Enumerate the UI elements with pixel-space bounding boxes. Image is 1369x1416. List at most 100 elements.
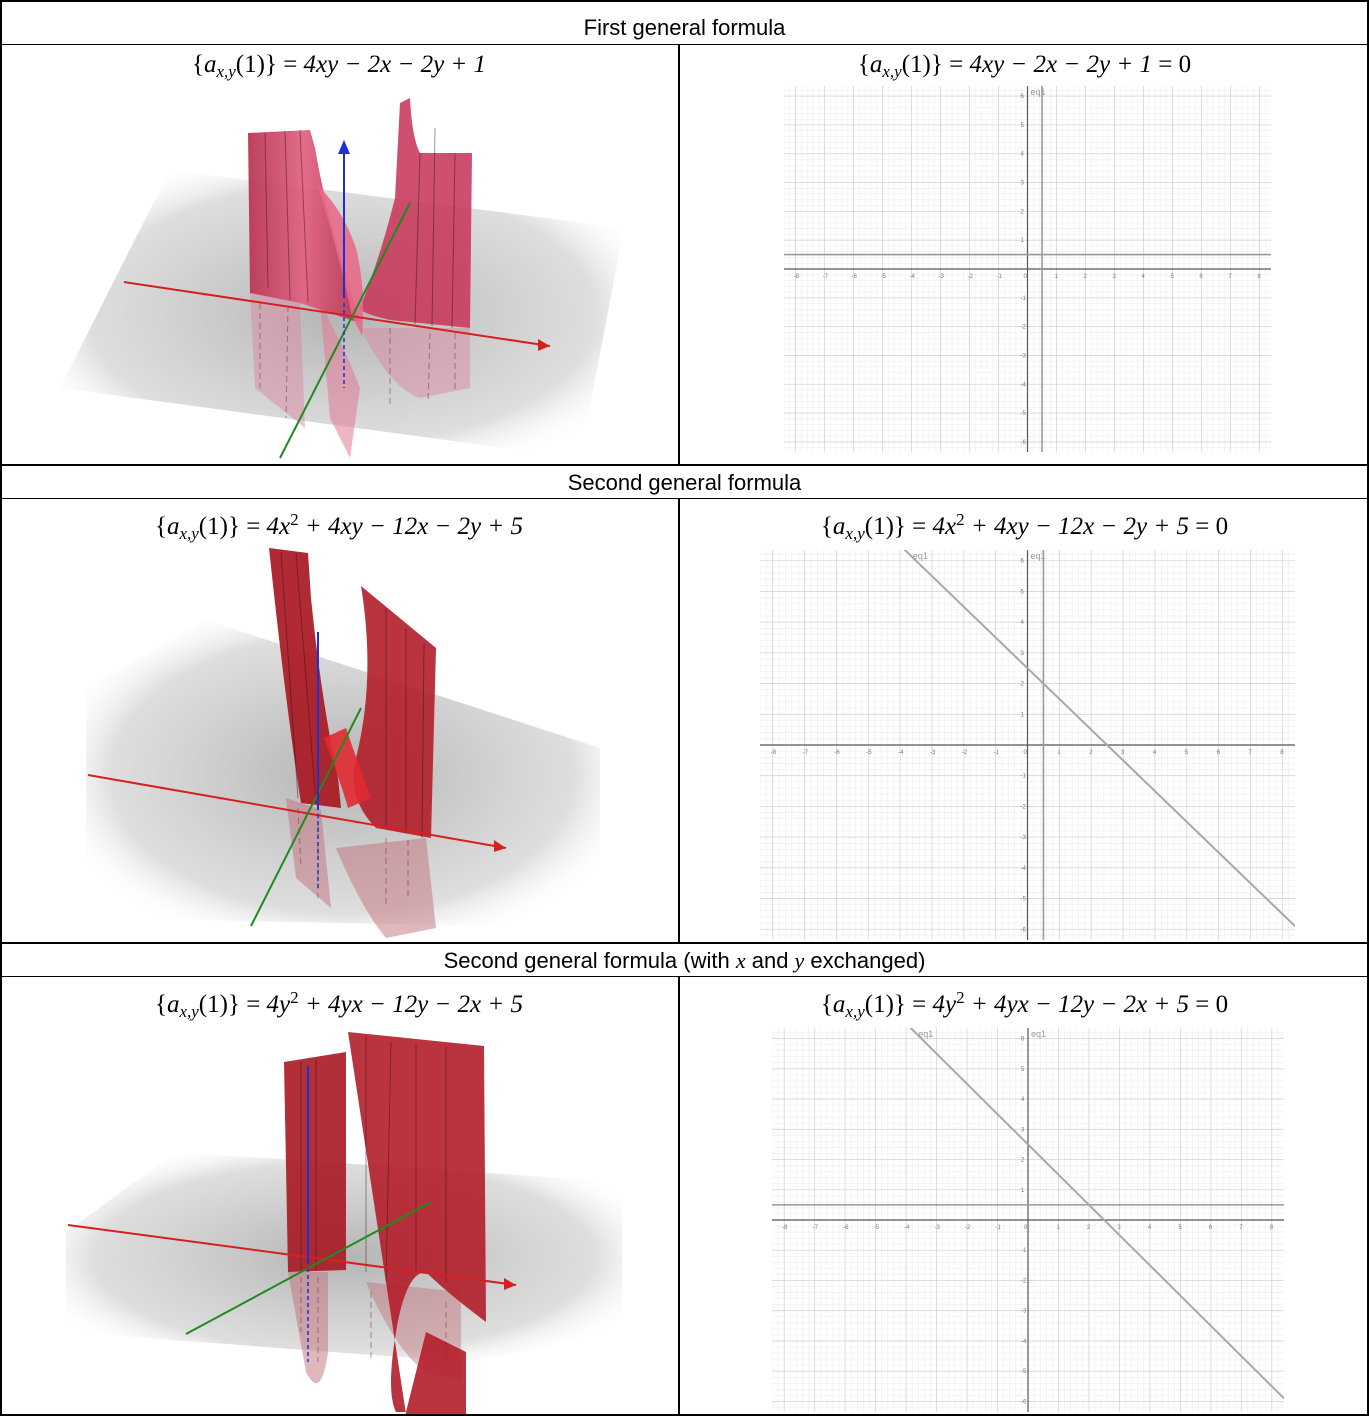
table-border-right: [1367, 0, 1369, 1416]
y-tick-label: 1: [1021, 238, 1025, 244]
curve-line: [903, 550, 1295, 927]
x-tick-label: 6: [1217, 750, 1221, 756]
x-tick-label: -2: [965, 1225, 971, 1231]
x-tick-label: -1: [996, 1225, 1002, 1231]
y-tick-label: 4: [1021, 1097, 1025, 1103]
y-tick-label: 6: [1021, 559, 1025, 565]
x-tick-label: 5: [1170, 274, 1174, 280]
x-tick-label: 5: [1178, 1225, 1182, 1231]
x-tick-label: 6: [1199, 274, 1203, 280]
x-tick-label: 8: [1280, 750, 1284, 756]
x-tick-label: -3: [930, 750, 936, 756]
x-tick-label: -2: [962, 750, 968, 756]
x-tick-label: -4: [904, 1225, 910, 1231]
y-tick-label: 3: [1021, 1127, 1025, 1133]
equation-row3-right: {ax,y(1)} = 4y2 + 4yx − 12y − 2x + 5 = 0: [820, 988, 1229, 1021]
y-tick-label: 4: [1021, 620, 1025, 626]
x-tick-label: -5: [874, 1225, 880, 1231]
section-header-first: First general formula: [583, 15, 786, 40]
row-divider: [0, 976, 1369, 977]
x-tick-label: -6: [852, 274, 858, 280]
section-header-second-exchanged: Second general formula (with x and y exc…: [0, 947, 1369, 975]
x-tick-label: -2: [968, 274, 974, 280]
y-tick-label: 5: [1021, 1067, 1025, 1073]
row-divider: [0, 44, 1369, 45]
x-tick-label: 1: [1056, 1225, 1060, 1231]
x-tick-label: -4: [910, 274, 916, 280]
header-var-x: x: [735, 948, 746, 973]
curve-line: [909, 1028, 1284, 1400]
y-tick-label: -6: [1021, 1399, 1027, 1405]
equation-row1-right: {ax,y(1)} = 4xy − 2x − 2y + 1 = 0: [857, 51, 1192, 81]
curve-label: eq1: [918, 1029, 933, 1039]
x-tick-label: -4: [898, 750, 904, 756]
surface-3d-row3: [66, 1032, 622, 1414]
y-tick-label: 2: [1021, 682, 1025, 688]
x-tick-label: -3: [935, 1225, 941, 1231]
y-tick-label: -3: [1021, 835, 1027, 841]
table-border-bottom: [0, 1414, 1369, 1416]
header-var-y: y: [794, 948, 805, 973]
x-tick-label: -5: [866, 750, 872, 756]
surface-3d-row2: [86, 548, 600, 938]
x-tick-label: -8: [771, 750, 777, 756]
x-tick-label: -7: [823, 274, 829, 280]
x-tick-label: 7: [1248, 750, 1252, 756]
x-tick-label: 3: [1121, 750, 1125, 756]
y-tick-label: -4: [1021, 866, 1027, 872]
y-tick-label: 6: [1021, 94, 1025, 100]
header-text: Second general formula (with: [443, 948, 736, 973]
y-tick-label: 1: [1021, 712, 1025, 718]
curve-label: eq1: [1031, 1029, 1046, 1039]
x-tick-label: -8: [782, 1225, 788, 1231]
y-tick-label: 4: [1021, 152, 1025, 158]
table-border-top: [0, 0, 1369, 2]
y-tick-label: -4: [1021, 382, 1027, 388]
x-tick-label: -1: [994, 750, 1000, 756]
x-tick-label: -8: [794, 274, 800, 280]
equation-row2-left: {ax,y(1)} = 4x2 + 4xy − 12x − 2y + 5: [154, 510, 524, 543]
x-tick-label: 0: [1024, 1225, 1028, 1231]
y-tick-label: -2: [1021, 1278, 1027, 1284]
x-tick-label: 3: [1117, 1225, 1121, 1231]
header-text: and: [745, 948, 795, 973]
y-tick-label: -5: [1021, 411, 1027, 417]
y-tick-label: -2: [1021, 325, 1027, 331]
x-tick-label: 8: [1270, 1225, 1274, 1231]
x-tick-label: -3: [939, 274, 945, 280]
y-tick-label: 1: [1021, 1188, 1025, 1194]
y-tick-label: -3: [1021, 1309, 1027, 1315]
row-divider: [0, 498, 1369, 499]
column-divider: [678, 976, 680, 1416]
x-tick-label: 0: [1024, 750, 1028, 756]
y-tick-label: 2: [1021, 1158, 1025, 1164]
y-tick-label: 6: [1021, 1037, 1025, 1043]
equation-row2-right: {ax,y(1)} = 4x2 + 4xy − 12x − 2y + 5 = 0: [820, 510, 1229, 543]
x-tick-label: 8: [1257, 274, 1261, 280]
equation-row3-left: {ax,y(1)} = 4y2 + 4yx − 12y − 2x + 5: [154, 988, 524, 1021]
x-tick-label: 0: [1024, 274, 1028, 280]
row-divider: [0, 942, 1369, 944]
y-tick-label: 5: [1021, 123, 1025, 129]
x-tick-label: 1: [1054, 274, 1058, 280]
x-tick-label: 2: [1083, 274, 1087, 280]
column-divider: [678, 498, 680, 942]
y-tick-label: 3: [1021, 651, 1025, 657]
row-divider: [0, 464, 1369, 466]
equation-row1-left: {ax,y(1)} = 4xy − 2x − 2y + 1: [191, 51, 487, 81]
x-tick-label: -6: [834, 750, 840, 756]
x-tick-label: 7: [1228, 274, 1232, 280]
curve-label: eq1: [1031, 551, 1046, 561]
x-tick-label: -1: [997, 274, 1003, 280]
y-tick-label: -3: [1021, 353, 1027, 359]
x-tick-label: 4: [1153, 750, 1157, 756]
x-tick-label: 4: [1148, 1225, 1152, 1231]
x-tick-label: 2: [1089, 750, 1093, 756]
y-tick-label: -6: [1021, 440, 1027, 446]
graph-2d-row3: -8 -7 -6 -5 -4 -3 -2 -1 0 1 2 3 4 5 6 7 8 6 5 4 3 2 1 -1 -2 -3 -4 -…: [772, 1028, 1284, 1412]
x-tick-label: -7: [803, 750, 809, 756]
x-tick-label: 2: [1087, 1225, 1091, 1231]
graph-2d-row1: -8 -7 -6 -5 -4 -3 -2 -1 0 1 2 3 4 5 6 7 8 6 5 4 3 2 1 -1 -2 -3 -4 -…: [784, 86, 1271, 452]
surface-3d-row1: [60, 98, 624, 459]
x-tick-label: 1: [1057, 750, 1061, 756]
